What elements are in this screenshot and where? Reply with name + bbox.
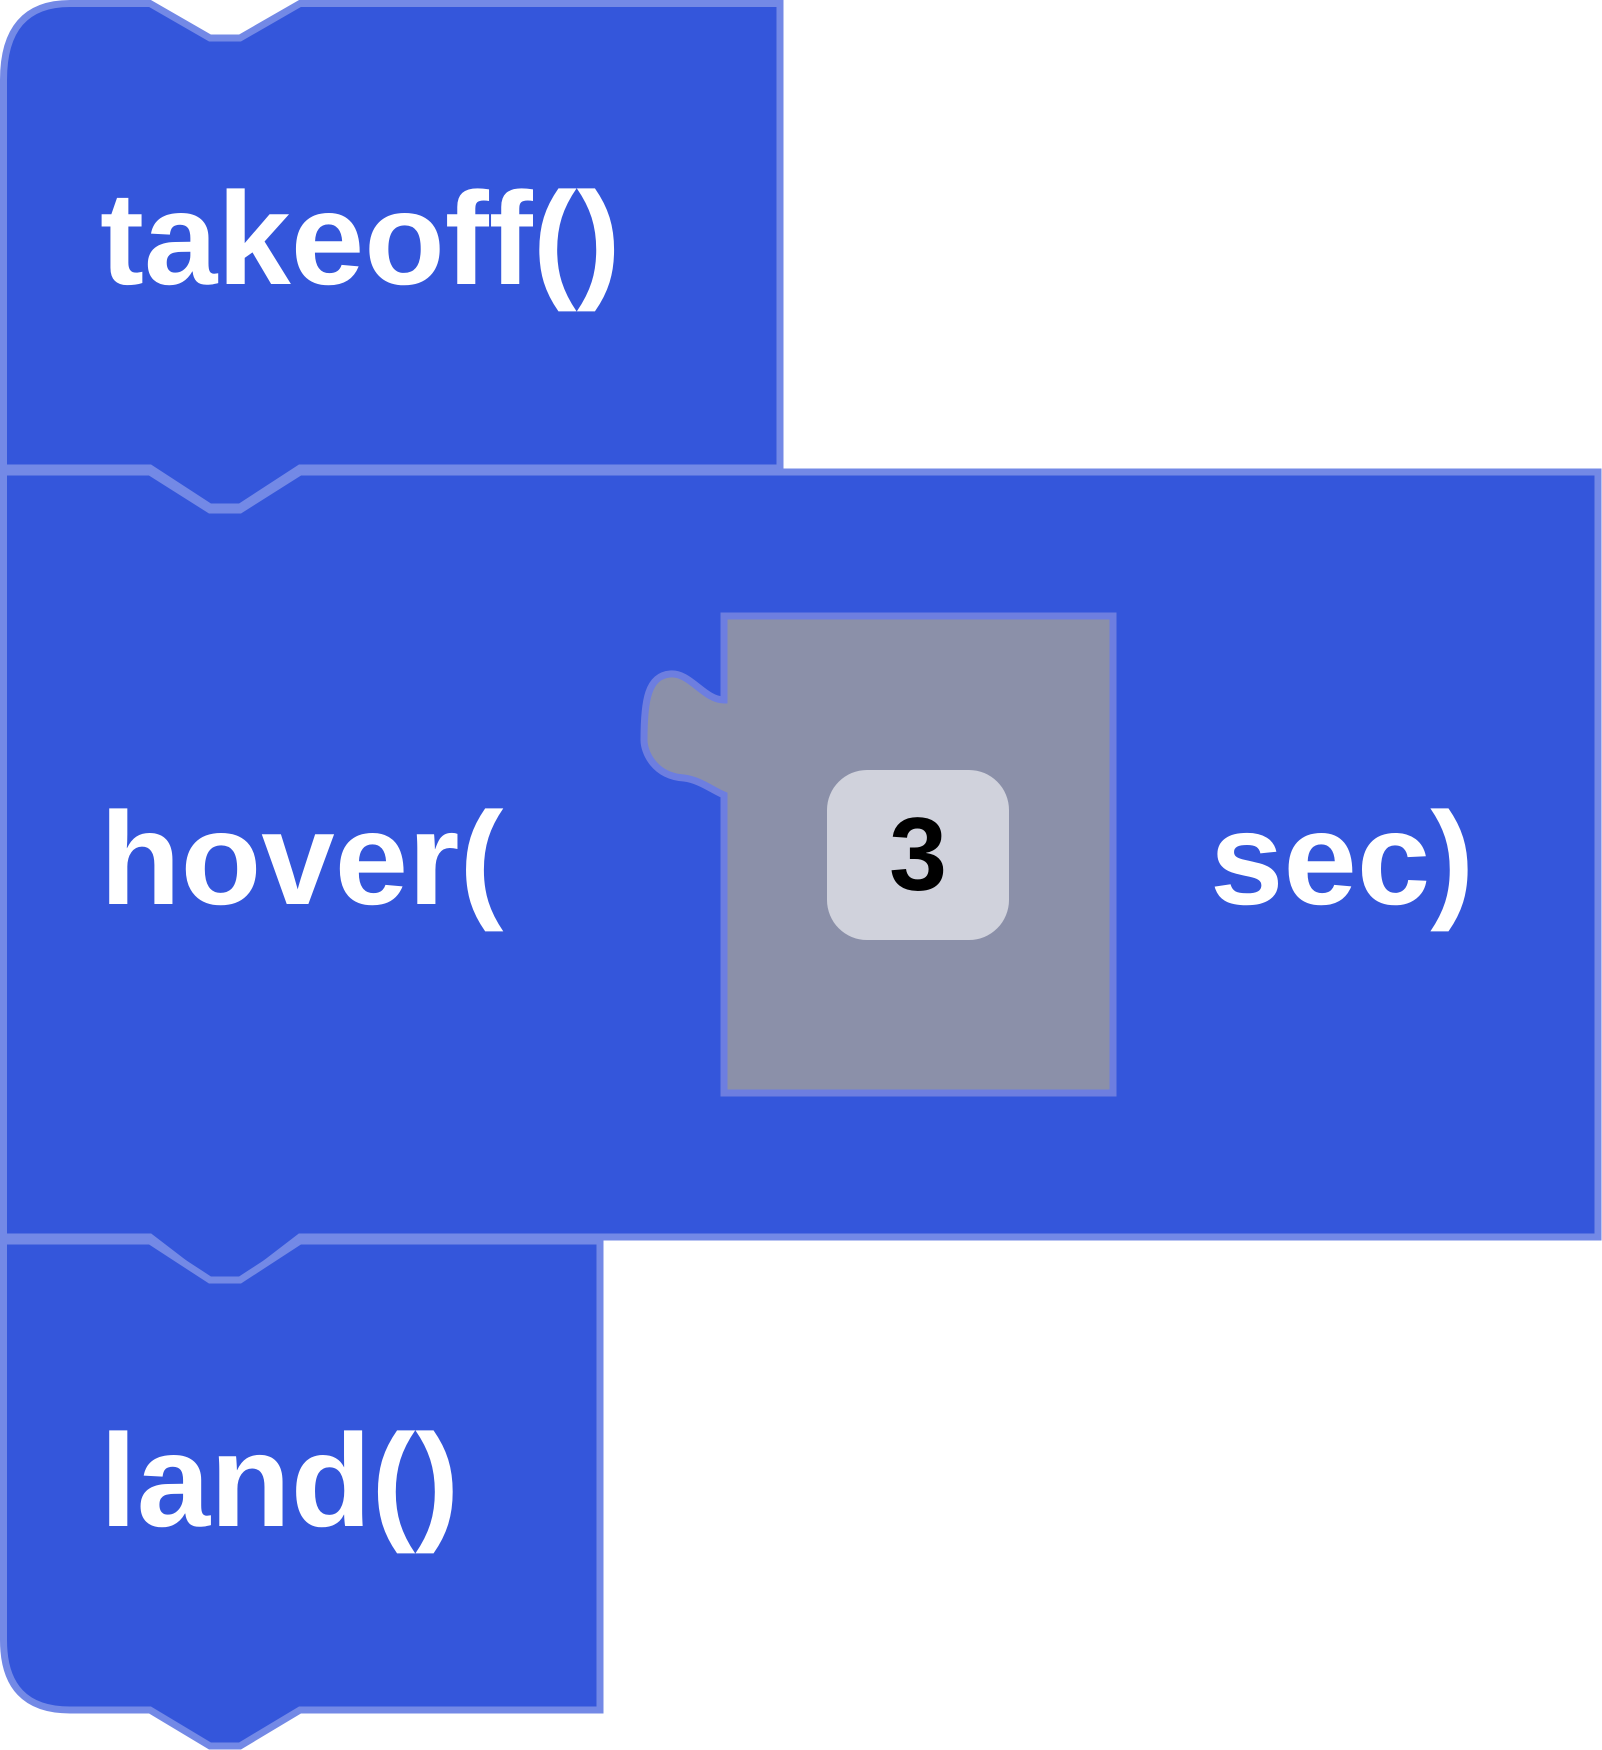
sec-label: sec) <box>1210 785 1474 932</box>
land-block[interactable]: land() <box>0 1237 604 1750</box>
hover-label: hover( <box>100 785 503 932</box>
hover-block[interactable]: hover( 3 sec) <box>0 468 1602 1287</box>
number-field[interactable]: 3 <box>827 770 1009 940</box>
takeoff-block[interactable]: takeoff() <box>0 0 784 511</box>
land-label: land() <box>100 1407 459 1554</box>
takeoff-label: takeoff() <box>100 165 621 312</box>
number-field-value: 3 <box>889 797 947 913</box>
number-input-block[interactable]: 3 <box>640 612 1117 1097</box>
